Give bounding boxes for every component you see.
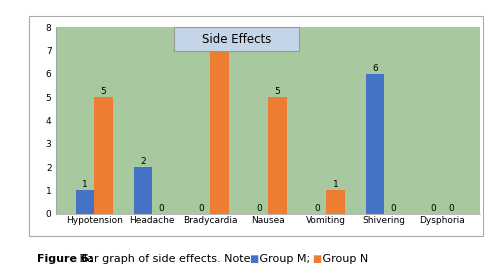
Text: 0: 0 xyxy=(198,204,204,213)
Text: 0: 0 xyxy=(391,204,396,213)
Text: 7: 7 xyxy=(217,41,222,50)
Text: 6: 6 xyxy=(372,64,378,73)
Text: 5: 5 xyxy=(275,87,280,96)
Text: Bar graph of side effects. Note:: Bar graph of side effects. Note: xyxy=(76,254,258,264)
Text: 5: 5 xyxy=(100,87,106,96)
Text: Group N: Group N xyxy=(319,254,368,264)
Text: 2: 2 xyxy=(140,157,146,166)
Text: 0: 0 xyxy=(256,204,262,213)
Text: ■: ■ xyxy=(312,254,321,264)
Bar xyxy=(269,97,287,214)
Bar xyxy=(94,97,113,214)
Bar xyxy=(75,190,94,214)
Text: 0: 0 xyxy=(159,204,164,213)
Text: ■: ■ xyxy=(249,254,258,264)
Bar xyxy=(326,190,345,214)
Bar xyxy=(366,74,384,214)
Text: 0: 0 xyxy=(430,204,436,213)
Bar xyxy=(134,167,152,214)
Text: Group M;: Group M; xyxy=(256,254,314,264)
Text: 0: 0 xyxy=(314,204,320,213)
Text: 0: 0 xyxy=(449,204,455,213)
Text: Side Effects: Side Effects xyxy=(202,33,271,45)
Bar xyxy=(210,51,229,214)
Text: Figure 6:: Figure 6: xyxy=(37,254,93,264)
Text: 1: 1 xyxy=(333,180,339,189)
Text: 1: 1 xyxy=(82,180,88,189)
